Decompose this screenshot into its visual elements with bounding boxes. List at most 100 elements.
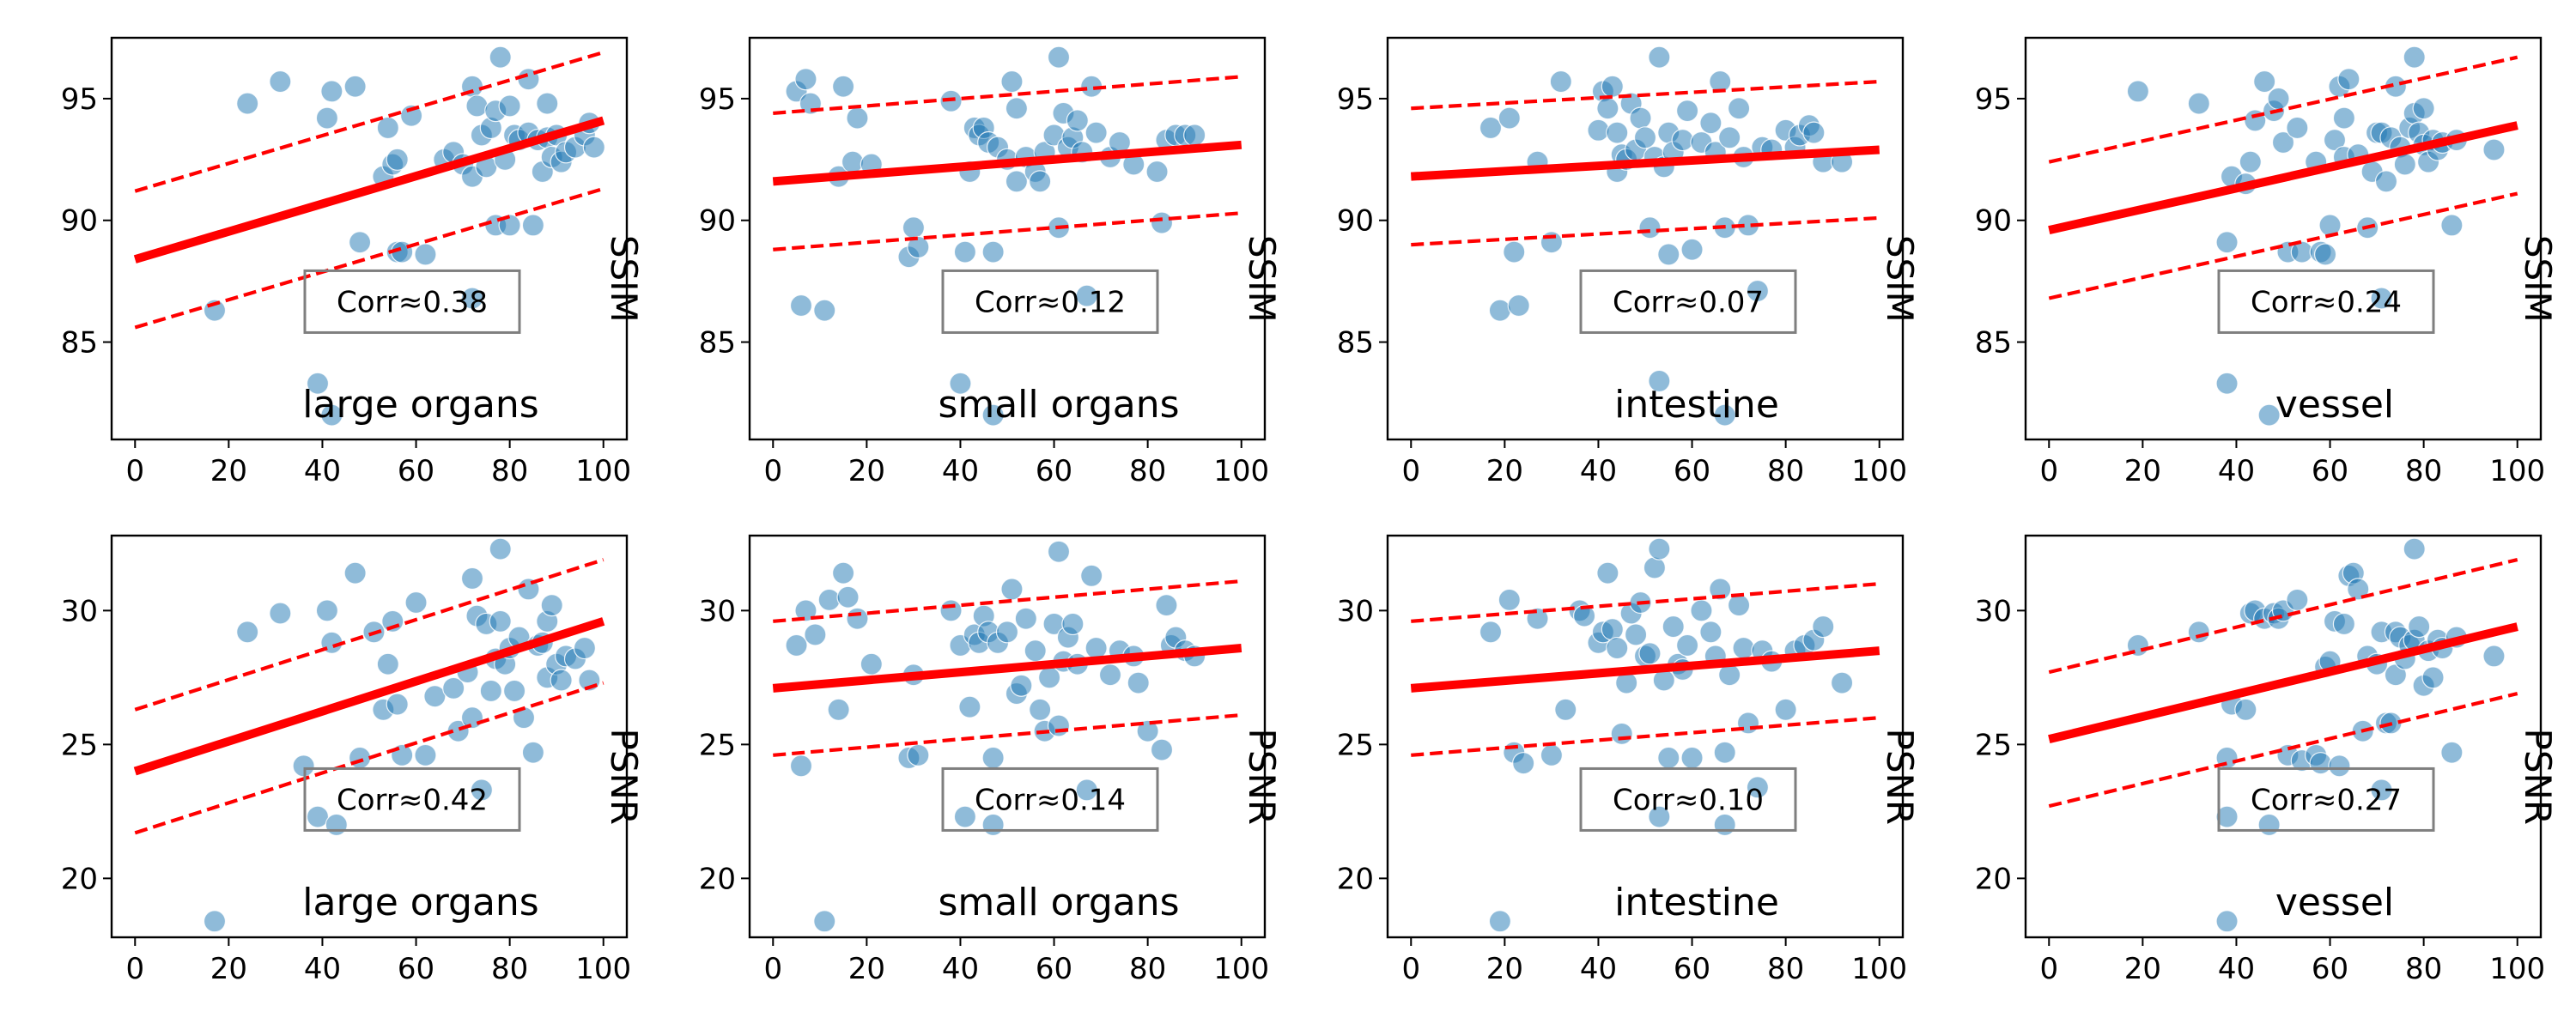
y-tick-label: 85 (1337, 326, 1374, 360)
data-point (953, 805, 977, 828)
data-point (1145, 160, 1169, 184)
axes-frame (1386, 534, 1905, 939)
x-tick-label: 40 (942, 952, 979, 986)
organ-label: intestine (1614, 881, 1779, 924)
y-tick-label: 90 (699, 204, 736, 239)
x-tick-label: 100 (1213, 952, 1269, 986)
y-tick-label: 20 (1975, 862, 2012, 896)
data-point (479, 679, 502, 703)
data-point (1047, 45, 1071, 69)
axes-frame (748, 534, 1267, 939)
data-point (1638, 216, 1662, 239)
data-point (1047, 540, 1071, 563)
data-point (1812, 615, 1835, 639)
regression-line (772, 140, 1242, 186)
data-point (399, 104, 423, 127)
fit-group (772, 75, 1242, 251)
data-point (1648, 369, 1671, 393)
y-tick-label: 25 (1975, 728, 2012, 762)
points-group (785, 45, 1206, 427)
data-point (1746, 776, 1770, 799)
data-point (1727, 97, 1751, 120)
x-tick-label: 40 (1580, 952, 1617, 986)
data-point (1549, 70, 1572, 94)
data-point (2215, 372, 2239, 395)
data-point (1000, 578, 1024, 601)
metric-label: SSIM (1879, 235, 1921, 323)
organ-label: large organs (302, 383, 538, 427)
data-point (1732, 636, 1755, 660)
data-point (465, 94, 489, 118)
data-point (376, 116, 399, 140)
metric-label: SSIM (1241, 235, 1283, 323)
data-point (306, 805, 330, 828)
regression-line (1410, 145, 1880, 181)
corr-label: Corr≈0.27 (2251, 783, 2402, 817)
data-point (550, 669, 573, 692)
data-point (1075, 779, 1098, 802)
points-group (2126, 45, 2506, 427)
data-point (2482, 645, 2506, 668)
data-point (1657, 243, 1680, 266)
y-tick-label: 90 (1975, 204, 2012, 239)
upper-band-line (134, 558, 605, 712)
data-point (1690, 599, 1713, 622)
corr-label: Corr≈0.14 (975, 783, 1126, 817)
data-point (1671, 129, 1694, 152)
organ-label: intestine (1614, 383, 1779, 427)
x-tick-label: 60 (398, 952, 434, 986)
panel-ssim-intestine: 0 20 40 60 80 100 85 90 95 SSIM Corr≈0.07 intestine (1337, 36, 1921, 488)
data-point (1675, 633, 1699, 657)
x-tick-label: 80 (1129, 952, 1166, 986)
fit-group (772, 579, 1242, 757)
metric-label: PSNR (603, 729, 645, 826)
points-group (203, 537, 601, 933)
points-group (785, 540, 1206, 933)
x-tick-label: 20 (848, 952, 885, 986)
corr-label: Corr≈0.42 (337, 783, 488, 817)
axes-frame (748, 36, 1267, 441)
data-point (1713, 741, 1736, 764)
data-point (1718, 126, 1741, 149)
data-point (2309, 752, 2332, 775)
data-point (1029, 698, 1052, 721)
x-tick-label: 80 (2405, 454, 2442, 488)
x-tick-label: 20 (2124, 454, 2161, 488)
data-point (1713, 403, 1736, 427)
axes-frame (1386, 36, 1905, 441)
data-point (785, 633, 808, 657)
corr-label: Corr≈0.12 (975, 285, 1126, 319)
data-point (2393, 153, 2416, 176)
lower-band-line (1411, 215, 1880, 247)
data-point (1098, 663, 1122, 687)
x-tick-label: 100 (2489, 952, 2545, 986)
data-point (789, 754, 813, 778)
y-tick-label: 95 (61, 82, 98, 117)
data-point (2271, 130, 2295, 154)
y-tick-label: 85 (61, 326, 98, 360)
axes-frame (2024, 534, 2543, 939)
data-point (2403, 45, 2426, 69)
organ-label: small organs (938, 881, 1179, 924)
data-point (1488, 299, 1512, 322)
data-point (1680, 746, 1704, 770)
data-point (1746, 279, 1770, 303)
panel-psnr-large-organs: 0 20 40 60 80 100 20 25 30 PSNR Corr≈0.42 large org… (61, 534, 645, 986)
x-tick-label: 100 (575, 952, 631, 986)
lower-band-line (773, 211, 1242, 251)
data-point (489, 537, 512, 560)
data-point (1596, 97, 1619, 120)
x-tick-label: 20 (1486, 952, 1523, 986)
data-point (846, 607, 869, 630)
data-point (1029, 170, 1052, 193)
fit-group (2048, 558, 2518, 809)
x-tick-label: 100 (2489, 454, 2545, 488)
data-point (1000, 70, 1024, 94)
data-point (1601, 75, 1624, 98)
data-point (1479, 116, 1503, 140)
data-point (2187, 92, 2210, 115)
data-point (521, 741, 545, 764)
data-point (306, 372, 330, 395)
data-point (386, 148, 409, 171)
data-point (1080, 564, 1103, 587)
